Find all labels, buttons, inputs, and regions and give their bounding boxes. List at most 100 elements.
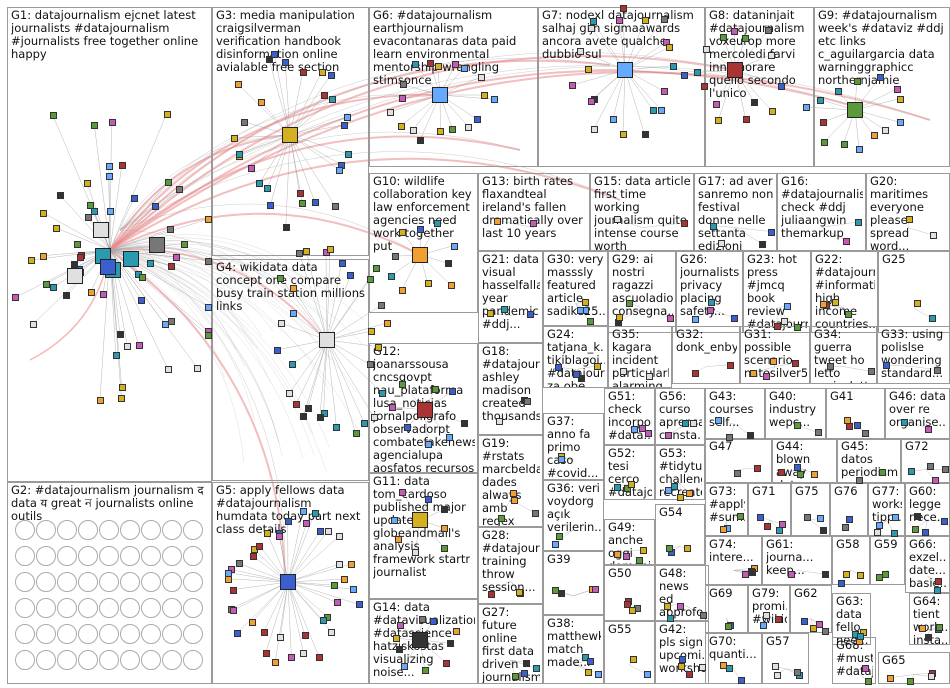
node — [412, 512, 428, 528]
self-loop-ring — [57, 598, 77, 618]
node — [86, 202, 94, 210]
node — [149, 237, 166, 254]
node — [303, 247, 311, 255]
node — [230, 586, 238, 594]
node — [276, 532, 284, 540]
node — [284, 517, 292, 525]
node — [401, 662, 409, 670]
node — [112, 352, 120, 360]
node — [333, 599, 341, 607]
node — [225, 575, 233, 583]
node — [712, 100, 720, 108]
node — [707, 299, 715, 307]
node — [664, 602, 672, 610]
node — [445, 260, 453, 268]
node — [684, 544, 692, 552]
self-loop-ring — [141, 598, 161, 618]
node — [256, 180, 264, 188]
node — [328, 629, 336, 637]
node — [587, 24, 595, 32]
self-loop-ring — [141, 546, 161, 566]
node — [264, 184, 272, 192]
node — [847, 102, 863, 118]
node — [616, 17, 624, 25]
node — [811, 470, 819, 478]
node — [118, 161, 126, 169]
node — [180, 240, 188, 248]
node — [311, 198, 319, 206]
node — [347, 271, 355, 279]
node — [205, 332, 212, 340]
node — [589, 18, 597, 26]
node — [520, 670, 528, 678]
group-title: G58 — [836, 538, 860, 551]
node — [336, 166, 344, 174]
node — [205, 303, 212, 311]
node — [841, 524, 849, 532]
self-loop-ring — [162, 598, 182, 618]
self-loop-ring — [183, 572, 203, 592]
group-title: G50 — [608, 567, 632, 580]
node — [593, 362, 601, 370]
self-loop-ring — [99, 520, 119, 540]
group-cell-g79: G79: promi... #wikid... — [748, 585, 790, 633]
node — [774, 323, 782, 331]
node — [780, 318, 788, 326]
node — [896, 95, 904, 103]
node — [725, 664, 733, 672]
node — [609, 116, 617, 124]
self-loop-ring — [120, 546, 140, 566]
node — [893, 85, 901, 93]
group-cell-g21: G21: data visual hasselfallas year pande… — [478, 251, 543, 343]
group-cell-g39: G39 — [543, 551, 604, 615]
node — [639, 546, 647, 554]
node — [934, 366, 942, 374]
node — [926, 463, 934, 471]
group-title: G22: #datajourn... #informati... high in… — [815, 253, 875, 331]
node — [779, 521, 787, 529]
node — [172, 253, 180, 261]
node — [398, 228, 406, 236]
group-title: G59 — [874, 538, 898, 551]
node — [577, 48, 585, 56]
group-cell-g25: G25 — [878, 251, 950, 333]
self-loop-ring — [162, 572, 182, 592]
node — [814, 429, 822, 437]
node — [417, 136, 424, 144]
node — [623, 552, 631, 560]
node — [412, 61, 420, 69]
group-title: G43: courses self... — [709, 390, 754, 429]
node — [821, 571, 829, 579]
node — [925, 633, 933, 641]
self-loop-ring — [99, 546, 119, 566]
node — [853, 421, 861, 429]
node — [340, 576, 348, 584]
node — [843, 416, 851, 424]
group-title: G23: hot press #jmcq book review #datajo… — [747, 253, 808, 332]
node — [344, 114, 352, 122]
group-title: G3: media manipulation craigsilverman ve… — [216, 9, 355, 74]
node — [834, 88, 842, 96]
node — [494, 217, 502, 225]
node — [680, 220, 688, 228]
node — [742, 34, 750, 42]
node — [412, 247, 428, 263]
self-loop-ring — [99, 572, 119, 592]
node — [152, 203, 160, 211]
node — [372, 265, 380, 273]
node — [398, 380, 406, 388]
node — [100, 290, 108, 298]
node — [595, 670, 603, 678]
node — [630, 656, 638, 664]
node — [676, 602, 684, 610]
node — [692, 316, 700, 324]
node — [431, 385, 439, 393]
node — [487, 310, 495, 318]
node — [340, 121, 348, 129]
node — [390, 517, 398, 525]
group-title: G42: pls sign upcomi... worksho... — [659, 623, 706, 675]
node — [388, 272, 396, 280]
node — [301, 631, 309, 639]
node — [99, 259, 116, 276]
